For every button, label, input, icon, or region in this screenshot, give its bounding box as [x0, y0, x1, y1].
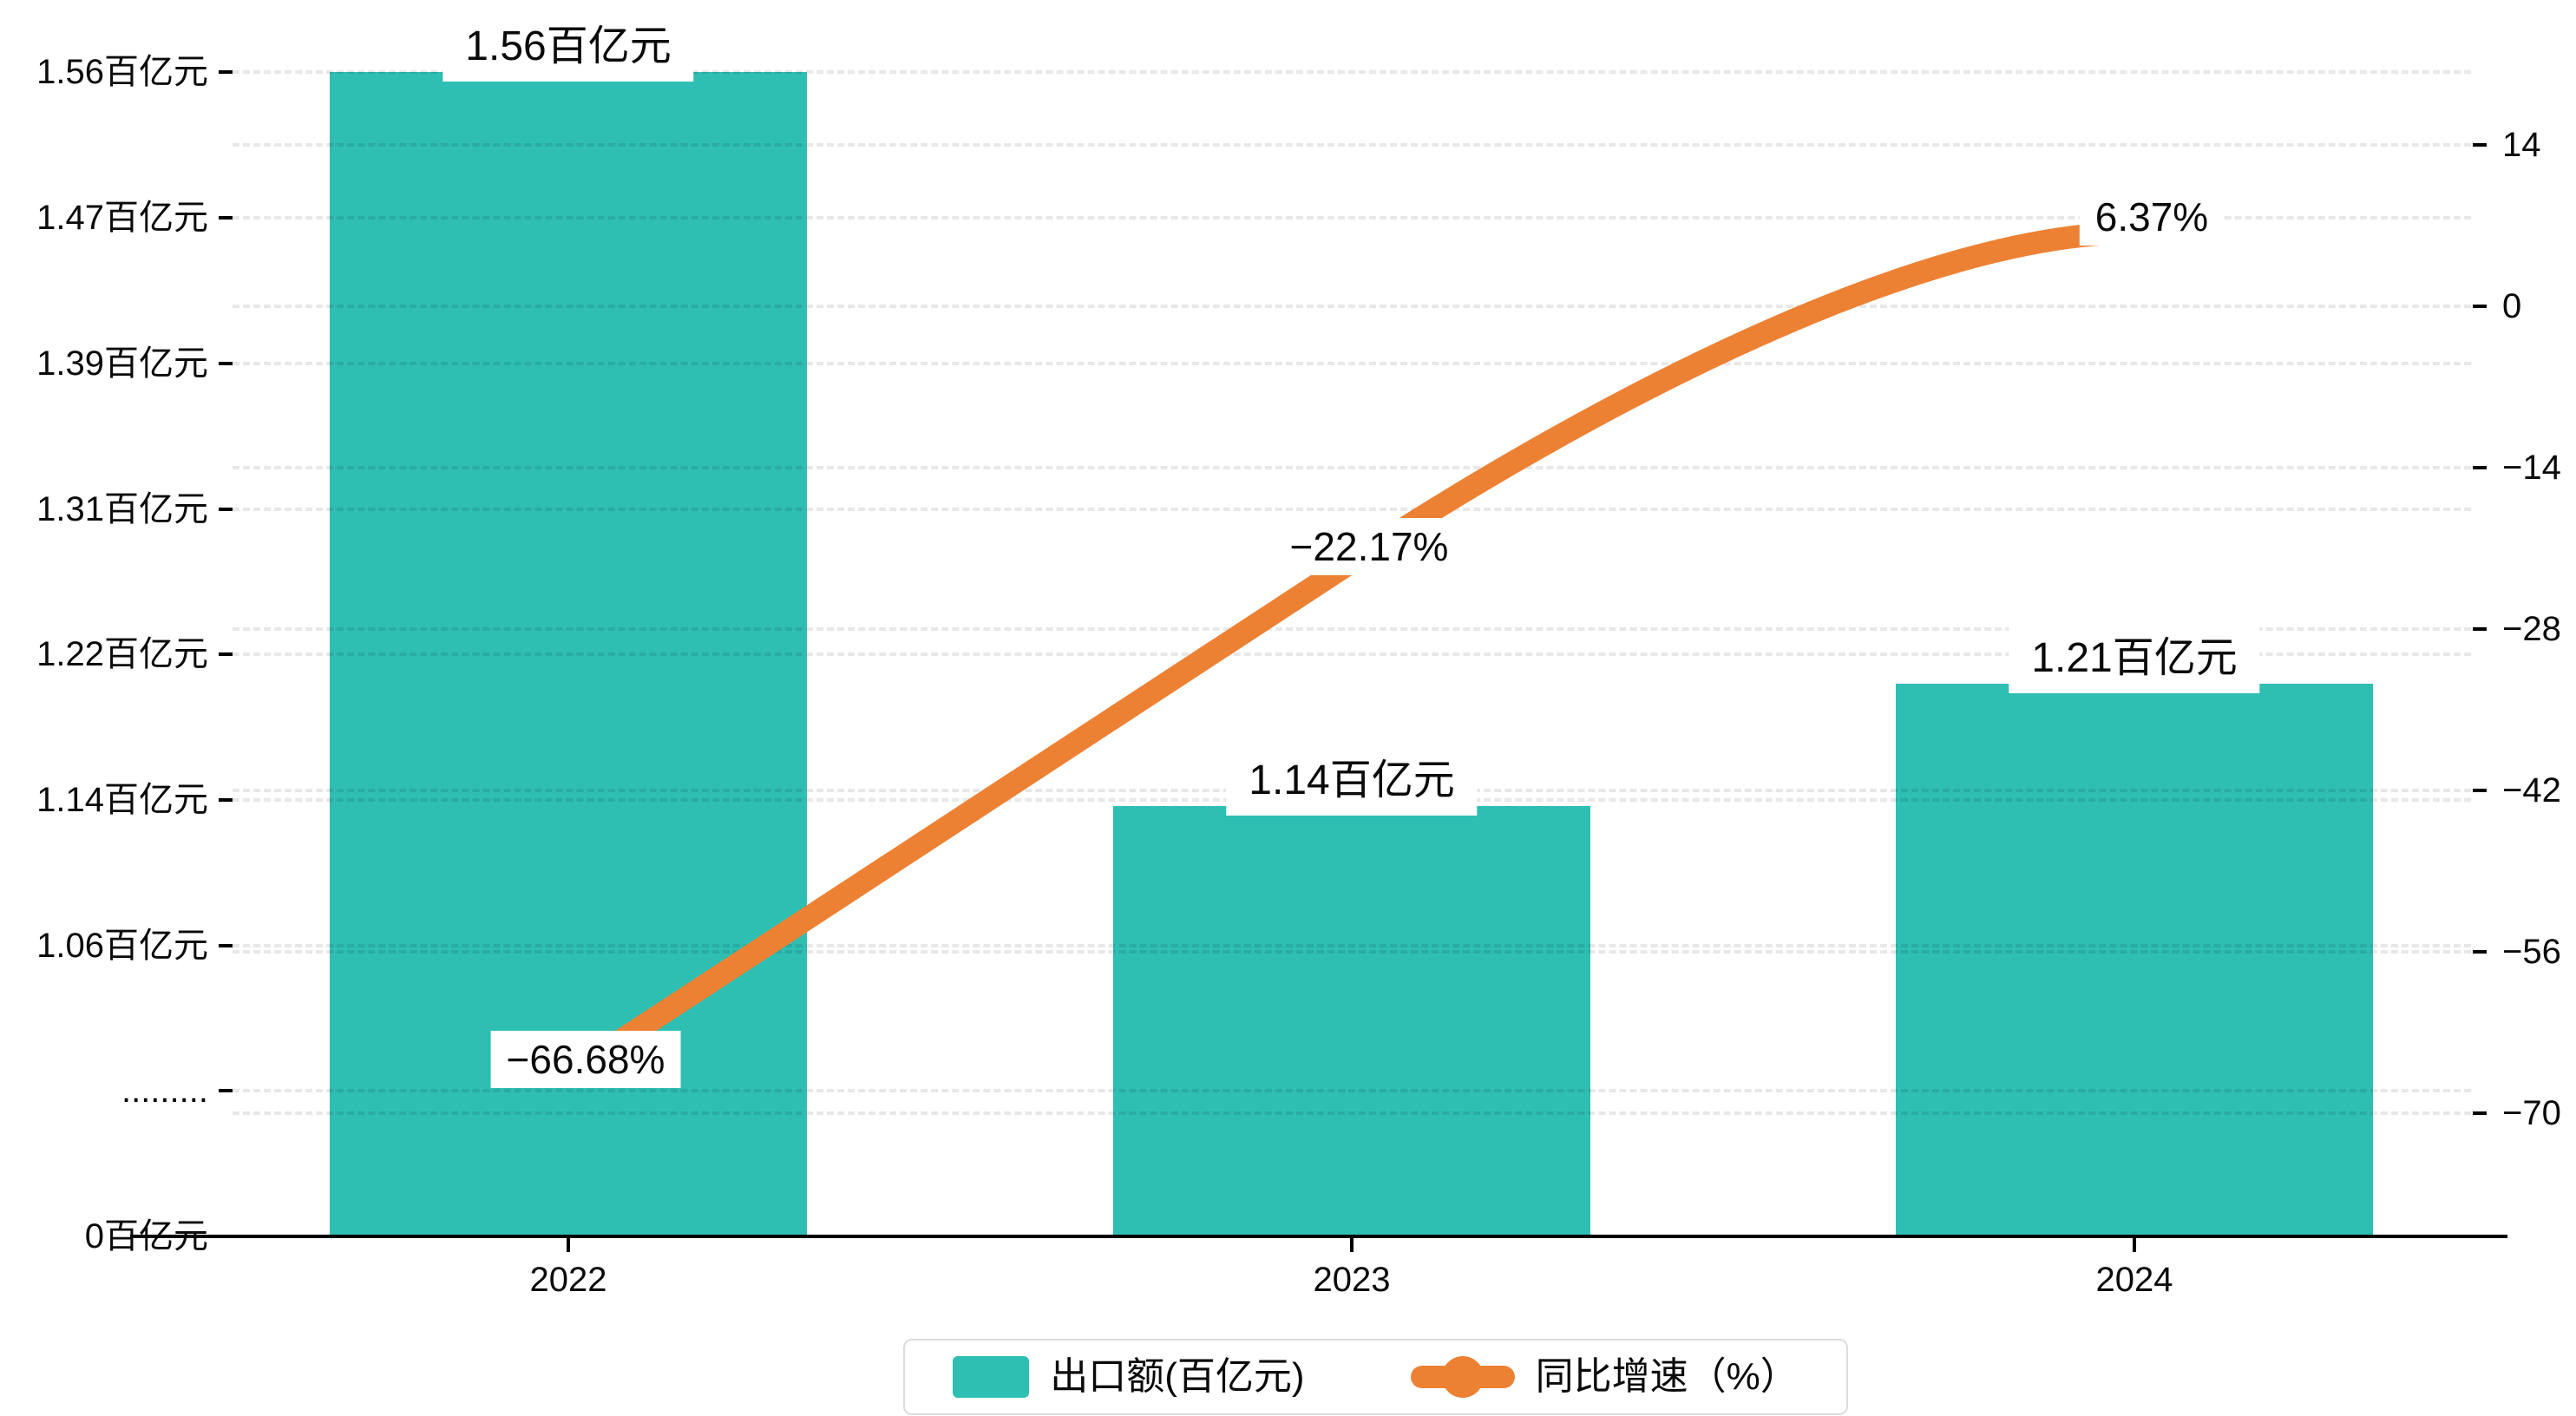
bar-value-label-2022: 1.56百亿元 [442, 12, 694, 82]
right-axis-label: −70 [2502, 1094, 2561, 1132]
gridline [233, 627, 2471, 631]
bar-2024[interactable] [1896, 683, 2373, 1236]
left-axis-tick [219, 216, 233, 220]
left-axis-label: ......... [121, 1072, 208, 1110]
bar-value-label-2023: 1.14百亿元 [1226, 745, 1478, 816]
right-axis-label: 0 [2502, 287, 2522, 325]
x-axis-label-2024: 2024 [2095, 1261, 2173, 1299]
line-value-label-2024: 6.37% [2079, 188, 2225, 246]
bar-2023[interactable] [1113, 805, 1590, 1236]
left-axis-label: 1.56百亿元 [36, 53, 208, 91]
legend-item-yoy-growth[interactable]: 同比增速（%） [1410, 1355, 1799, 1398]
left-axis-label: 1.06百亿元 [36, 927, 208, 965]
left-axis-label: 1.47百亿元 [36, 199, 208, 237]
left-axis-tick [219, 508, 233, 511]
left-axis-tick [219, 798, 233, 802]
bar-value-label-2024: 1.21百亿元 [2009, 623, 2260, 693]
yoy-growth-line-path [557, 221, 2146, 1086]
right-axis-label: −28 [2502, 610, 2561, 648]
legend-item-export-amount[interactable]: 出口额(百亿元) [953, 1355, 1305, 1398]
x-axis-tick [2133, 1238, 2136, 1252]
right-axis-label: 14 [2502, 126, 2541, 164]
left-axis-label: 1.31百亿元 [36, 490, 208, 528]
gridline [233, 1089, 2471, 1092]
line-value-label-2023: −22.17% [1274, 517, 1465, 575]
gridline [233, 305, 2471, 308]
legend-label-export-amount: 出口额(百亿元) [1050, 1355, 1305, 1398]
left-axis-tick [219, 944, 233, 947]
x-axis-tick [1350, 1238, 1354, 1252]
left-axis-label: 1.22百亿元 [36, 635, 208, 673]
left-axis-tick [219, 70, 233, 74]
legend-label-yoy-growth: 同比增速（%） [1535, 1355, 1799, 1398]
left-axis-tick [219, 652, 233, 656]
bar-series-swatch-icon [953, 1356, 1030, 1398]
right-axis-tick [2473, 305, 2487, 308]
right-axis-tick [2473, 789, 2487, 792]
right-axis-label: −56 [2502, 933, 2561, 971]
left-axis-tick [219, 1089, 233, 1092]
gridline [233, 944, 2471, 947]
gridline [233, 508, 2471, 511]
right-axis-tick [2473, 143, 2487, 147]
right-axis-tick [2473, 466, 2487, 469]
x-axis-label-2023: 2023 [1313, 1261, 1391, 1299]
x-axis-tick [567, 1238, 570, 1252]
x-axis-line [130, 1235, 2507, 1238]
line-series-marker-icon [1410, 1356, 1515, 1398]
right-axis-label: −42 [2502, 771, 2561, 810]
gridline [233, 466, 2471, 469]
right-axis-tick [2473, 950, 2487, 954]
gridline [233, 1111, 2471, 1115]
gridline [233, 70, 2471, 74]
gridline [233, 950, 2471, 954]
right-axis-tick [2473, 627, 2487, 631]
gridline [233, 652, 2471, 656]
line-value-label-2022: −66.68% [490, 1030, 681, 1088]
gridline [233, 362, 2471, 365]
x-axis-label-2022: 2022 [529, 1261, 607, 1299]
right-axis-label: −14 [2502, 449, 2561, 487]
legend: 出口额(百亿元) 同比增速（%） [903, 1339, 1848, 1415]
left-axis-label: 1.14百亿元 [36, 781, 208, 819]
right-axis-tick [2473, 1111, 2487, 1115]
left-axis-label: 1.39百亿元 [36, 344, 208, 383]
gridline [233, 143, 2471, 147]
gridline [233, 216, 2471, 220]
left-axis-tick [219, 362, 233, 365]
